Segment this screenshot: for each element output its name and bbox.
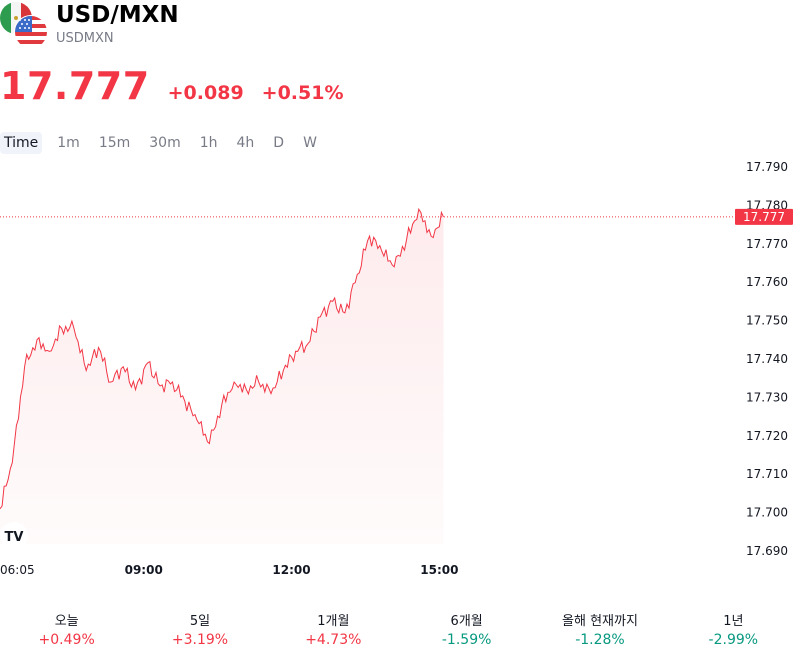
tab-1h[interactable]: 1h [199, 135, 218, 151]
symbol-code: USDMXN [56, 31, 114, 46]
perf-item-ytd[interactable]: 올해 현재까지 -1.28% [533, 610, 666, 648]
y-tick-label: 17.770 [746, 237, 788, 251]
tab-15m[interactable]: 15m [98, 135, 131, 151]
symbol-title: USD/MXN [56, 2, 179, 28]
x-tick-label: 06:05 [0, 563, 35, 577]
x-tick-label: 15:00 [420, 563, 458, 577]
perf-label: 6개월 [450, 614, 483, 629]
x-axis: 06:05 09:00 12:00 15:00 [0, 563, 458, 577]
perf-label: 1년 [723, 614, 744, 629]
price-area [0, 209, 444, 544]
y-tick-label: 17.710 [746, 467, 788, 481]
us-flag-icon [15, 16, 47, 48]
price-row: 17.777 +0.089 +0.51% [0, 64, 344, 108]
perf-value: +0.49% [38, 632, 95, 648]
last-price-label: 17.777 [735, 208, 793, 225]
y-tick-label: 17.780 [746, 198, 788, 212]
price-chart[interactable]: 17.690 17.700 17.710 17.720 17.730 17.740 17.7… [0, 155, 800, 585]
y-axis: 17.690 17.700 17.710 17.720 17.730 17.740 17.7… [746, 160, 788, 558]
price-line [0, 207, 444, 510]
perf-value: +4.73% [305, 632, 362, 648]
tradingview-logo[interactable]: TV [0, 522, 28, 550]
y-tick-label: 17.730 [746, 390, 788, 404]
y-tick-label: 17.720 [746, 429, 788, 443]
y-tick-label: 17.750 [746, 314, 788, 328]
tradingview-logo-icon: TV [5, 530, 24, 545]
perf-value: -1.59% [441, 632, 492, 648]
tab-30m[interactable]: 30m [149, 135, 181, 151]
price-change-percent: +0.51% [261, 82, 344, 104]
y-tick-label: 17.700 [746, 506, 788, 520]
perf-item-1y[interactable]: 1년 -2.99% [667, 610, 800, 648]
y-tick-label: 17.690 [746, 544, 788, 558]
y-tick-label: 17.740 [746, 352, 788, 366]
x-tick-label: 12:00 [272, 563, 310, 577]
perf-item-today[interactable]: 오늘 +0.49% [0, 610, 133, 648]
perf-label: 오늘 [54, 614, 79, 629]
tab-time[interactable]: Time [0, 132, 43, 154]
perf-value: -2.99% [708, 632, 759, 648]
tab-w[interactable]: W [303, 135, 317, 151]
perf-item-6m[interactable]: 6개월 -1.59% [400, 610, 533, 648]
perf-item-1m[interactable]: 1개월 +4.73% [267, 610, 400, 648]
y-tick-label: 17.760 [746, 275, 788, 289]
interval-tabs: Time 1m 15m 30m 1h 4h D W [0, 132, 332, 154]
tab-d[interactable]: D [273, 135, 285, 151]
perf-value: +3.19% [171, 632, 229, 648]
perf-label: 1개월 [317, 614, 350, 629]
currency-flags-icon [0, 2, 48, 48]
x-tick-label: 09:00 [125, 563, 163, 577]
price-change: +0.089 [167, 82, 244, 104]
perf-value: -1.28% [575, 632, 625, 648]
last-price-label-text: 17.777 [743, 210, 785, 224]
perf-label: 올해 현재까지 [562, 614, 638, 629]
performance-bar: 오늘 +0.49% 5일 +3.19% 1개월 +4.73% 6개월 -1.59… [0, 610, 800, 648]
tab-4h[interactable]: 4h [236, 135, 255, 151]
tab-1m[interactable]: 1m [57, 135, 80, 151]
last-price: 17.777 [0, 64, 150, 108]
perf-item-5d[interactable]: 5일 +3.19% [133, 610, 266, 648]
perf-label: 5일 [189, 614, 211, 629]
y-tick-label: 17.790 [746, 160, 788, 174]
